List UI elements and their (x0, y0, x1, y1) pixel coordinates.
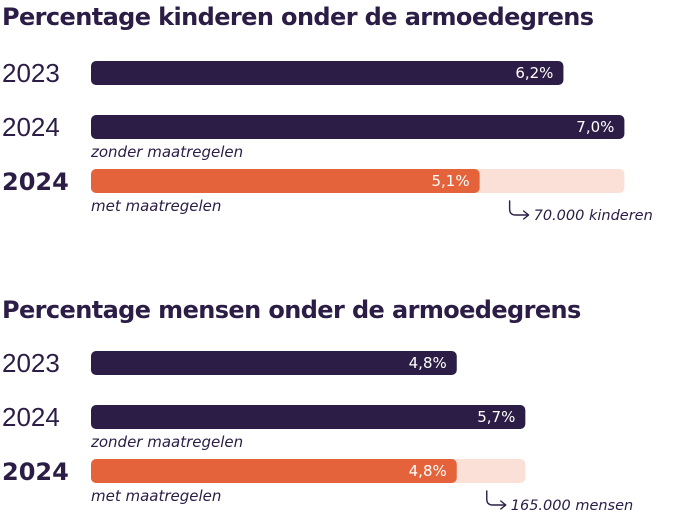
bar-sublabel: zonder maatregelen (90, 143, 243, 161)
category-label: 2023 (2, 58, 60, 88)
category-label: 2024 (2, 112, 60, 142)
bar (91, 169, 480, 193)
data-label: 6,2% (515, 64, 553, 82)
category-label: 2024 (2, 458, 69, 486)
chart-title-mensen: Percentage mensen onder de armoedegrens (2, 296, 581, 324)
data-label: 5,1% (432, 172, 470, 190)
bar-sublabel: met maatregelen (91, 487, 221, 505)
data-label: 4,8% (409, 462, 447, 480)
bar (91, 61, 564, 85)
data-label: 5,7% (477, 408, 515, 426)
arrow-head-icon (500, 500, 507, 510)
annotation-label: 70.000 kinderen (534, 208, 653, 224)
category-label: 2024 (2, 402, 60, 432)
data-label: 7,0% (576, 118, 614, 136)
bar (91, 115, 625, 139)
annotation-arrow (508, 200, 529, 216)
chart-title-kinderen: Percentage kinderen onder de armoedegren… (2, 3, 594, 31)
bar (91, 459, 457, 483)
bar-sublabel: met maatregelen (91, 197, 221, 215)
category-label: 2023 (2, 348, 60, 378)
annotation-arrow (486, 490, 506, 506)
bar (91, 351, 457, 375)
data-label: 4,8% (409, 354, 447, 372)
arrow-head-icon (522, 210, 530, 220)
bar-sublabel: zonder maatregelen (90, 433, 243, 451)
bar (91, 405, 526, 429)
annotation-label: 165.000 mensen (511, 498, 633, 514)
category-label: 2024 (2, 168, 69, 196)
